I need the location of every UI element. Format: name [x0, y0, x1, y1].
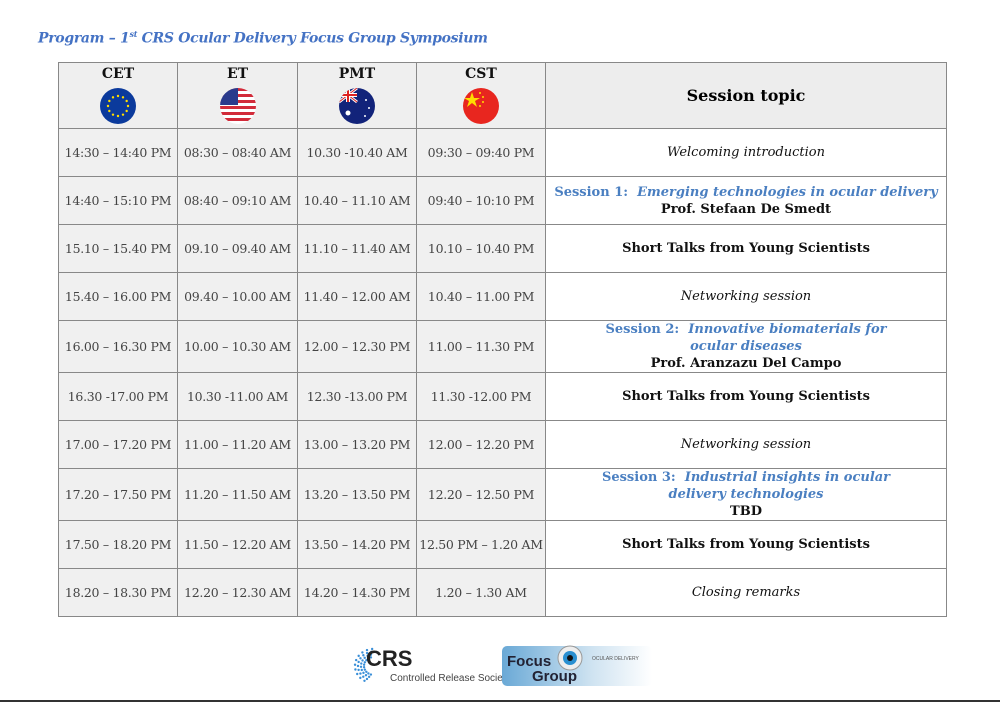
topic-cell: Networking session	[545, 420, 947, 469]
time-cell: 10.30 -10.40 AM	[297, 128, 417, 177]
topic-cell: Networking session	[545, 272, 947, 321]
table-row: 18.20 – 18.30 PM 12.20 – 12.30 AM 14.20 – …	[58, 568, 947, 617]
topic-cell: Short Talks from Young Scientists	[545, 520, 947, 569]
session-title: Session 2: Innovative biomaterials for o…	[605, 322, 887, 354]
time-cell: 12.00 – 12.20 PM	[416, 420, 546, 469]
program-table: CET ET PMT CST Session topic 14:30 – 14:…	[58, 62, 947, 617]
time-cell: 09.40 – 10.00 AM	[177, 272, 298, 321]
time-cell: 08:30 – 08:40 AM	[177, 128, 298, 177]
time-cell: 11.00 – 11.20 AM	[177, 420, 298, 469]
time-cell: 09.10 – 09.40 AM	[177, 224, 298, 273]
topic-cell: Closing remarks	[545, 568, 947, 617]
table-row: 14:40 – 15:10 PM 08:40 – 09:10 AM 10.40 – …	[58, 176, 947, 225]
time-cell: 17.00 – 17.20 PM	[58, 420, 178, 469]
time-cell: 14:30 – 14:40 PM	[58, 128, 178, 177]
page-title: Program – 1st CRS Ocular Delivery Focus …	[38, 29, 488, 47]
time-cell: 10.30 -11.00 AM	[177, 372, 298, 421]
topic-text: Welcoming introduction	[667, 145, 825, 160]
time-cell: 13.20 – 13.50 PM	[297, 468, 417, 521]
table-row: 16.30 -17.00 PM 10.30 -11.00 AM 12.30 -13.…	[58, 372, 947, 421]
topic-cell: Session 3: Industrial insights in ocular…	[545, 468, 947, 521]
time-cell: 18.20 – 18.30 PM	[58, 568, 178, 617]
time-cell: 12.20 – 12.30 AM	[177, 568, 298, 617]
australia-flag-icon	[339, 88, 375, 124]
time-cell: 10.40 – 11.00 PM	[416, 272, 546, 321]
sponsor-logos: CRS Controlled Release Society Focus Gro…	[352, 638, 652, 690]
topic-cell: Session 2: Innovative biomaterials for o…	[545, 320, 947, 373]
topic-cell: Short Talks from Young Scientists	[545, 372, 947, 421]
time-cell: 11.30 -12.00 PM	[416, 372, 546, 421]
crs-logo: CRS Controlled Release Society Focus Gro…	[353, 645, 652, 686]
time-cell: 17.20 – 17.50 PM	[58, 468, 178, 521]
column-header-cet: CET	[58, 62, 178, 129]
time-cell: 13.00 – 13.20 PM	[297, 420, 417, 469]
time-cell: 15.10 – 15.40 PM	[58, 224, 178, 273]
table-row: 17.50 – 18.20 PM 11.50 – 12.20 AM 13.50 – …	[58, 520, 947, 569]
table-row: 17.20 – 17.50 PM 11.20 – 11.50 AM 13.20 – …	[58, 468, 947, 521]
time-cell: 11.20 – 11.50 AM	[177, 468, 298, 521]
time-cell: 11.40 – 12.00 AM	[297, 272, 417, 321]
crs-logo-subtitle: Controlled Release Society	[390, 673, 511, 684]
topic-text: Short Talks from Young Scientists	[622, 241, 870, 256]
time-cell: 09:40 – 10:10 PM	[416, 176, 546, 225]
column-header-topic: Session topic	[545, 62, 947, 129]
column-header-et: ET	[177, 62, 298, 129]
crs-logo-text: CRS	[366, 646, 412, 671]
focus-logo-text: Focus	[507, 653, 551, 670]
time-cell: 11.50 – 12.20 AM	[177, 520, 298, 569]
session-title: Session 3: Industrial insights in ocular…	[601, 470, 891, 502]
topic-text: Closing remarks	[691, 585, 801, 600]
time-cell: 14.20 – 14.30 PM	[297, 568, 417, 617]
speaker: Prof. Aranzazu Del Campo	[650, 356, 842, 371]
table-row: 15.10 – 15.40 PM 09.10 – 09.40 AM 11.10 – …	[58, 224, 947, 273]
time-cell: 12.50 PM – 1.20 AM	[416, 520, 546, 569]
time-cell: 10.10 – 10.40 PM	[416, 224, 546, 273]
time-cell: 09:30 – 09:40 PM	[416, 128, 546, 177]
speaker: TBD	[730, 504, 762, 519]
footer-divider	[0, 700, 1000, 702]
ocular-delivery-text: OCULAR DELIVERY	[592, 656, 640, 662]
time-cell: 11.00 – 11.30 PM	[416, 320, 546, 373]
time-cell: 16.30 -17.00 PM	[58, 372, 178, 421]
table-row: 15.40 – 16.00 PM 09.40 – 10.00 AM 11.40 – …	[58, 272, 947, 321]
time-cell: 12.30 -13.00 PM	[297, 372, 417, 421]
topic-cell: Welcoming introduction	[545, 128, 947, 177]
time-cell: 10.40 – 11.10 AM	[297, 176, 417, 225]
speaker: Prof. Stefaan De Smedt	[660, 201, 832, 217]
time-cell: 10.00 – 10.30 AM	[177, 320, 298, 373]
us-flag-icon	[219, 88, 256, 124]
time-cell: 16.00 – 16.30 PM	[58, 320, 178, 373]
table-row: 17.00 – 17.20 PM 11.00 – 11.20 AM 13.00 – …	[58, 420, 947, 469]
topic-text: Short Talks from Young Scientists	[622, 389, 870, 404]
group-logo-text: Group	[532, 668, 577, 685]
eu-flag-icon	[100, 88, 136, 124]
topic-cell: Session 1: Emerging technologies in ocul…	[545, 176, 947, 225]
time-cell: 08:40 – 09:10 AM	[177, 176, 298, 225]
topic-cell: Short Talks from Young Scientists	[545, 224, 947, 273]
table-row: 14:30 – 14:40 PM 08:30 – 08:40 AM 10.30 -1…	[58, 128, 947, 177]
column-header-pmt: PMT	[297, 62, 417, 129]
header-row: CET ET PMT CST Session topic	[58, 62, 947, 129]
china-flag-icon	[463, 88, 499, 124]
time-cell: 12.20 – 12.50 PM	[416, 468, 546, 521]
time-cell: 1.20 – 1.30 AM	[416, 568, 546, 617]
topic-text: Short Talks from Young Scientists	[622, 537, 870, 552]
session-title: Session 1: Emerging technologies in ocul…	[554, 184, 938, 200]
time-cell: 15.40 – 16.00 PM	[58, 272, 178, 321]
time-cell: 14:40 – 15:10 PM	[58, 176, 178, 225]
time-cell: 17.50 – 18.20 PM	[58, 520, 178, 569]
topic-text: Networking session	[680, 289, 812, 304]
topic-text: Networking session	[680, 437, 812, 452]
column-header-cst: CST	[416, 62, 546, 129]
time-cell: 12.00 – 12.30 PM	[297, 320, 417, 373]
table-row: 16.00 – 16.30 PM 10.00 – 10.30 AM 12.00 – …	[58, 320, 947, 373]
time-cell: 11.10 – 11.40 AM	[297, 224, 417, 273]
time-cell: 13.50 – 14.20 PM	[297, 520, 417, 569]
